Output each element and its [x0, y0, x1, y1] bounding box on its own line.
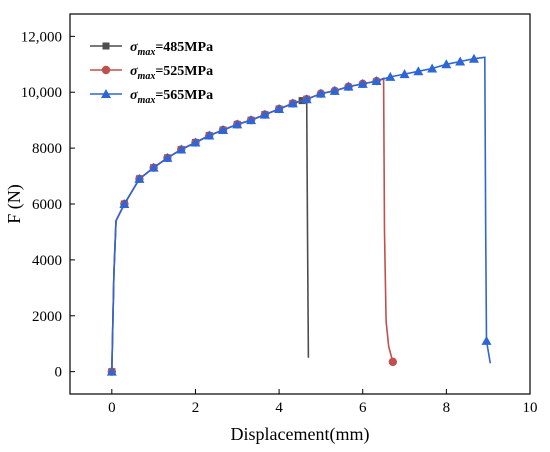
y-tick-label: 0	[55, 365, 63, 381]
series-line	[111, 98, 310, 372]
data-point	[134, 173, 145, 183]
x-tick-label: 6	[359, 400, 367, 416]
data-point	[259, 109, 270, 119]
legend-label: σmax=485MPa	[130, 40, 213, 58]
x-tick-label: 10	[523, 400, 538, 416]
data-point	[468, 53, 479, 63]
data-point	[357, 78, 368, 88]
data-point	[455, 56, 466, 66]
legend-marker	[101, 65, 111, 75]
x-tick-label: 8	[443, 400, 451, 416]
series-line	[111, 56, 492, 372]
data-point	[287, 98, 298, 108]
series-2	[106, 53, 492, 376]
data-point	[190, 137, 201, 147]
legend-item: σmax=485MPa	[90, 40, 213, 58]
data-point	[343, 81, 354, 91]
data-point	[388, 357, 398, 367]
y-tick-label: 6000	[32, 197, 62, 213]
data-point	[413, 66, 424, 76]
y-tick-label: 4000	[32, 253, 62, 269]
x-tick-label: 4	[275, 400, 283, 416]
data-point	[301, 94, 312, 104]
legend-label: σmax=565MPa	[130, 88, 213, 106]
y-tick-label: 10,000	[21, 85, 62, 101]
data-point	[246, 115, 257, 125]
data-point	[106, 366, 117, 376]
data-point	[441, 59, 452, 69]
x-axis-label: Displacement(mm)	[231, 424, 370, 445]
legend-label: σmax=525MPa	[130, 64, 213, 82]
legend-marker	[101, 89, 111, 98]
legend: σmax=485MPa σmax=525MPa σmax=565MPa	[90, 40, 213, 106]
axes: 0 2 4 6 8 10 0 2000 4000 6000 8000 10,000 12,000	[21, 29, 538, 416]
x-tick-label: 2	[192, 400, 200, 416]
data-point	[148, 162, 159, 172]
y-tick-label: 8000	[32, 141, 62, 157]
data-point	[162, 152, 173, 162]
data-point	[329, 85, 340, 95]
data-point	[427, 63, 438, 73]
data-point	[481, 335, 492, 345]
data-point	[218, 124, 229, 134]
data-point	[274, 104, 285, 113]
legend-item: σmax=565MPa	[90, 88, 213, 106]
data-point	[385, 71, 396, 81]
data-point	[371, 76, 382, 86]
y-tick-label: 12,000	[21, 29, 62, 45]
y-tick-label: 2000	[32, 309, 62, 325]
data-point	[232, 119, 243, 129]
data-point	[399, 69, 410, 79]
legend-marker	[102, 42, 110, 50]
data-point	[119, 199, 130, 208]
data-point	[176, 144, 187, 154]
x-tick-label: 0	[108, 400, 116, 416]
data-point	[315, 88, 326, 98]
y-axis-label: F (N)	[4, 184, 25, 224]
legend-item: σmax=525MPa	[90, 64, 213, 82]
series-layer	[106, 53, 492, 376]
data-point	[204, 130, 215, 140]
